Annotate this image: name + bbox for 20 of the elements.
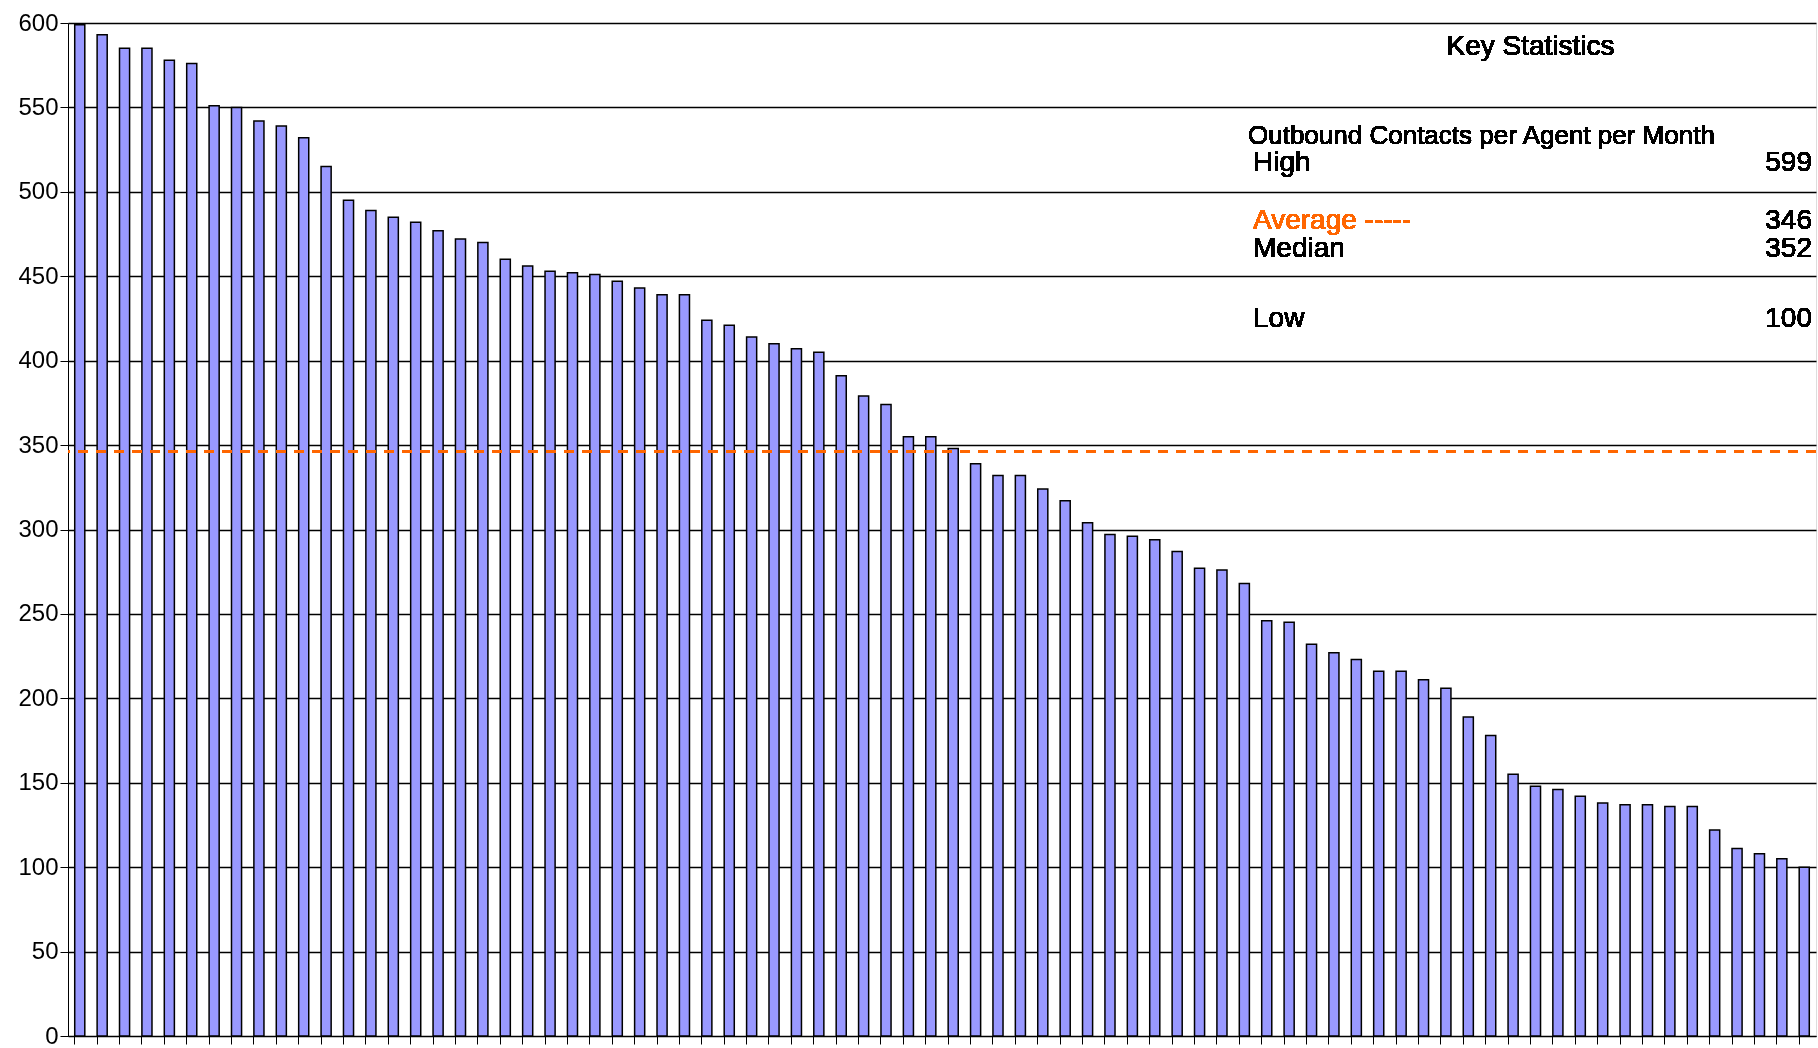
annotation: 100: [1765, 302, 1812, 333]
y-tick-label: 300: [18, 515, 59, 542]
y-tick-label: 150: [18, 768, 59, 796]
annotation: 346: [1765, 204, 1812, 235]
y-tick-label: 500: [18, 177, 59, 205]
y-tick-label: 0: [45, 1021, 59, 1048]
annotation: Key Statistics: [1446, 30, 1615, 61]
y-tick-label: 100: [18, 852, 59, 880]
y-tick-label: 550: [18, 92, 59, 120]
annotation: 599: [1765, 146, 1812, 177]
y-tick-label: 400: [18, 346, 59, 374]
y-tick-label: 450: [18, 261, 59, 289]
y-tick-label: 200: [18, 683, 59, 711]
annotation: Average -----: [1253, 204, 1412, 235]
annotation: Low: [1253, 302, 1306, 333]
y-tick-label: 250: [18, 599, 59, 627]
annotation: 352: [1765, 232, 1812, 263]
y-tick-label: 600: [18, 8, 59, 36]
y-tick-label: 50: [31, 937, 59, 965]
y-tick-label: 350: [18, 430, 59, 458]
